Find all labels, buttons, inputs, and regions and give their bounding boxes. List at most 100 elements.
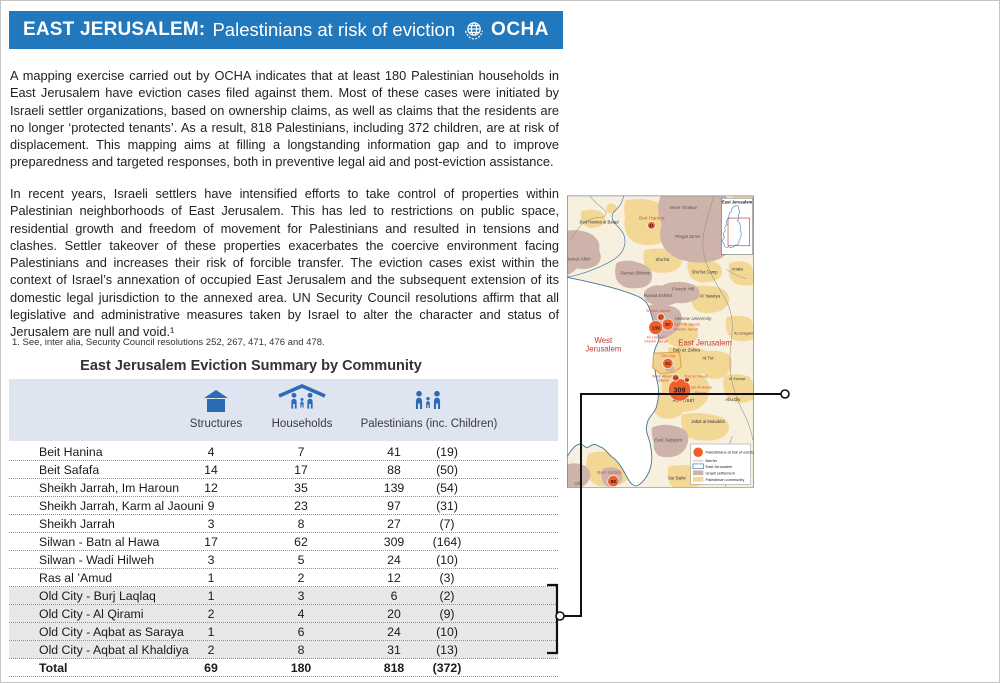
legend-label: Israeli settlement [706, 470, 736, 475]
table-cell: (19) [436, 445, 458, 459]
page-title-bold: EAST JERUSALEM: [23, 19, 206, 40]
eviction-bubble [683, 377, 690, 383]
eviction-bubble-value: 139 [652, 325, 661, 331]
table-cell: (10) [436, 625, 458, 639]
table-cell: 180 [290, 661, 312, 675]
table-cell: 139 [383, 481, 405, 495]
table-row: Old City - Aqbat as Saraya 1 6 24 (10) [9, 623, 558, 641]
legend-settlement-swatch [692, 470, 704, 476]
table-cell: 31 [387, 643, 401, 657]
eviction-bubble [647, 221, 656, 230]
table-cell: 7 [297, 445, 305, 459]
map-label: Ramot Allon [567, 256, 591, 261]
map-label: At Tur [702, 356, 714, 361]
table-row: Old City - Al Qirami 2 4 20 (9) [9, 605, 558, 623]
table-cell: (7) [439, 517, 455, 531]
table-row: Beit Hanina 4 7 41 (19) [9, 443, 558, 461]
table-cell: 6 [297, 625, 305, 639]
eviction-bubble-value: 24 [673, 375, 678, 380]
table-cell: 4 [207, 445, 215, 459]
inset-extent-rect [727, 217, 750, 247]
map-label: Sur Bahir [668, 476, 687, 481]
table-row: Ras al ’Amud 1 2 12 (3) [9, 569, 558, 587]
table-cell: 41 [387, 445, 401, 459]
map-label: Beit Hanina al Balad [579, 220, 619, 225]
legend-label: Palestinian community [706, 477, 745, 482]
table-cell: Old City - Al Qirami [39, 607, 144, 621]
intro-paragraph-1: A mapping exercise carried out by OCHA i… [10, 68, 559, 170]
column-header-structures: Structures [156, 389, 276, 430]
table-cell: Silwan - Wadi Hilweh [39, 553, 155, 567]
map-label: Karm Al Jaouni, [673, 321, 700, 326]
table-cell: Old City - Aqbat al Khaldiya [39, 643, 189, 657]
table-row: Beit Safafa 14 17 88 (50) [9, 461, 558, 479]
ocha-logo: OCHA [462, 18, 549, 42]
table-row: Silwan - Batn al Hawa 17 62 309 (164) [9, 533, 558, 551]
map-label: Batn Al Hawa, [688, 385, 712, 390]
map-label: Silwan [657, 378, 668, 383]
table-cell: 6 [390, 589, 398, 603]
map-label: Al ’Eizariya [729, 377, 745, 381]
column-label: Palestinians (inc. Children) [360, 418, 498, 430]
map-label: Ramat Eshkol [644, 293, 673, 298]
house-icon [204, 390, 228, 412]
map-label: Jerusalem [585, 344, 621, 353]
table-cell: 35 [294, 481, 308, 495]
legend-label: Palestinians at risk of eviction [706, 450, 757, 455]
table-cell: 818 [383, 661, 405, 675]
table-cell: Total [39, 661, 68, 675]
legend-bubble-swatch [693, 447, 703, 457]
table-cell: 3 [297, 589, 305, 603]
table-cell: (13) [436, 643, 458, 657]
table-cell: 2 [207, 643, 215, 657]
map-label: Pisgat Ze’ev [675, 234, 701, 239]
table-cell: Sheikh Jarrah, Karm al Jaouni [39, 499, 204, 513]
table-row: Old City - Burj Laqlaq 1 3 6 (2) [9, 587, 558, 605]
table-cell: 23 [294, 499, 308, 513]
table-cell: (10) [436, 553, 458, 567]
table-cell: 24 [387, 553, 401, 567]
table-cell: 8 [297, 517, 305, 531]
table-cell: 62 [294, 535, 308, 549]
table-cell: 309 [383, 535, 405, 549]
table-cell: 14 [204, 463, 218, 477]
legend-community-swatch [692, 476, 704, 482]
map-label: Ramat Shlomo [620, 271, 650, 276]
inset-title: East Jerusalem [722, 199, 753, 204]
map-label: Abu Dis [725, 397, 740, 402]
map-label: Old City [661, 353, 675, 358]
table-cell: 5 [297, 553, 305, 567]
legend-label: East Jerusalem [706, 464, 733, 469]
table-cell: 69 [204, 661, 218, 675]
intro-paragraph-2: In recent years, Israeli settlers have i… [10, 186, 559, 340]
table-cell: (9) [439, 607, 455, 621]
table-cell: 8 [297, 643, 305, 657]
eviction-bubble [648, 320, 663, 335]
map-label: Shu’fat [656, 257, 670, 262]
title-bar: EAST JERUSALEM: Palestinians at risk of … [9, 11, 563, 49]
map-label: West [595, 336, 613, 345]
map-label: Sheikh Jarrah [644, 339, 668, 344]
table-cell: (54) [436, 481, 458, 495]
map-label: Ras al ’Amud [684, 373, 707, 378]
table-cell: 88 [387, 463, 401, 477]
map-label: Jabal al Mukabbir [691, 419, 725, 424]
map-label: French Hill [672, 286, 695, 291]
table-row: Sheikh Jarrah, Karm al Jaouni 9 23 97 (31) [9, 497, 558, 515]
table-cell: 24 [387, 625, 401, 639]
eviction-bubble-value: 12 [685, 378, 689, 382]
table-cell: 1 [207, 625, 215, 639]
map-label: Beit Hanina [639, 215, 665, 221]
eviction-bubble-value: 309 [674, 387, 686, 394]
table-cell: Sheikh Jarrah, Im Haroun [39, 481, 180, 495]
table-cell: Beit Safafa [39, 463, 100, 477]
table-cell: (3) [439, 571, 455, 585]
legend-label: Barrier [706, 458, 718, 463]
map-label: Sheikh Jarrah [674, 327, 698, 332]
map-label: Beit Safafa [597, 470, 622, 476]
page-title-rest: Palestinians at risk of eviction [212, 19, 456, 40]
family-under-roof-icon [278, 384, 326, 409]
map-label: Bab az Zahira [673, 347, 700, 352]
eviction-bubble-value: 81 [665, 361, 671, 367]
